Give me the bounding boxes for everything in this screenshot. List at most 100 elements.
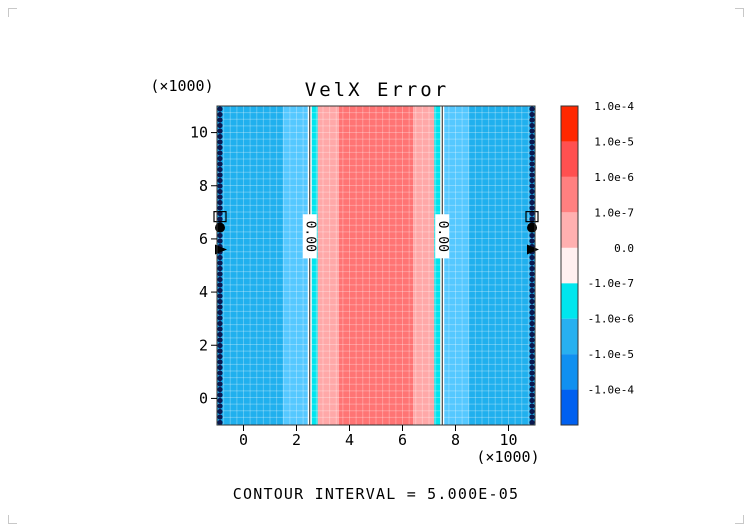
boundary-dot — [529, 353, 535, 360]
boundary-dot — [529, 276, 535, 283]
boundary-dot — [529, 397, 535, 404]
colorbar-swatch-0 — [561, 389, 578, 425]
boundary-dot — [529, 150, 535, 156]
boundary-dot — [217, 265, 223, 272]
boundary-dot — [529, 386, 535, 393]
boundary-dot — [217, 199, 223, 206]
boundary-dot — [217, 359, 223, 365]
boundary-dot — [529, 309, 535, 316]
colorbar-label: -1.0e-7 — [588, 277, 634, 290]
contour-label-0: 0.00 — [302, 221, 317, 252]
colorbar-swatch-7 — [561, 141, 578, 177]
boundary-dot — [217, 392, 223, 398]
boundary-dot — [217, 139, 223, 145]
boundary-dot — [529, 205, 535, 211]
plot-area: 0.00 0.00 — [213, 105, 539, 426]
colorbar-swatch-8 — [561, 106, 578, 142]
boundary-dot — [529, 298, 535, 305]
y-axis: 0 2 4 6 8 10 — [190, 124, 217, 407]
x-tick-label: 8 — [451, 431, 460, 449]
colorbar-label: 1.0e-7 — [594, 206, 634, 219]
boundary-dot — [529, 392, 535, 398]
boundary-dot — [217, 298, 223, 305]
plot-frame — [216, 105, 536, 426]
boundary-dot — [217, 331, 223, 338]
boundary-dot — [217, 172, 223, 178]
colorbar-frame — [560, 105, 579, 426]
boundary-dot — [529, 403, 535, 409]
boundary-dot — [217, 364, 223, 371]
x-tick-label: 0 — [239, 431, 248, 449]
boundary-dot — [217, 106, 223, 112]
contour-interval-footer: CONTOUR INTERVAL = 5.000E-05 — [233, 485, 519, 503]
boundary-dot — [529, 370, 535, 376]
contour-label-1: 0.00 — [435, 221, 450, 252]
boundary-dot — [529, 106, 535, 112]
boundary-dot — [529, 293, 535, 299]
boundary-dot — [529, 331, 535, 338]
boundary-dot — [529, 337, 535, 343]
boundary-dot — [217, 293, 223, 299]
boundary-dot — [217, 381, 223, 387]
boundary-dot — [529, 133, 535, 140]
contour-label-bg-1 — [435, 214, 450, 259]
crop-mark-bottom-right — [735, 515, 744, 524]
boundary-glyph-1 — [525, 211, 539, 223]
x-tick-label: 6 — [398, 431, 407, 449]
x-tick-label: 2 — [292, 431, 301, 449]
boundary-dot — [529, 364, 535, 371]
boundary-dot — [529, 177, 535, 184]
boundary-dot — [217, 304, 223, 310]
color-band-5 — [413, 106, 435, 425]
boundary-dot — [529, 232, 535, 239]
boundary-dot — [217, 287, 223, 294]
colorbar: -1.0e-4 -1.0e-5 -1.0e-6 -1.0e-7 0.0 1.0e-7 1.0… — [560, 100, 635, 426]
boundary-dot — [217, 128, 223, 134]
boundary-dot — [529, 348, 535, 354]
boundary-dot — [529, 183, 535, 189]
boundary-dot — [529, 326, 535, 332]
boundary-dot — [529, 342, 535, 349]
boundary-dot — [217, 386, 223, 393]
boundary-dot — [529, 375, 535, 382]
boundary-dot — [217, 337, 223, 343]
boundary-dot — [217, 133, 223, 140]
boundary-dot — [217, 188, 223, 195]
boundary-dot — [529, 216, 535, 222]
color-band-4 — [338, 106, 414, 425]
colorbar-swatch-4 — [561, 247, 578, 284]
color-band-6 — [434, 106, 443, 425]
boundary-dot — [529, 188, 535, 195]
y-tick-label: 2 — [199, 336, 208, 354]
colorbar-swatch-5 — [561, 212, 578, 248]
colorbar-label: -1.0e-4 — [588, 384, 635, 397]
boundary-dot — [529, 122, 535, 129]
boundary-dot — [529, 238, 535, 244]
boundary-dot — [217, 260, 223, 266]
boundary-dot — [217, 370, 223, 376]
boundary-dot — [217, 117, 223, 123]
boundary-dot — [217, 375, 223, 382]
boundary-dot — [217, 309, 223, 316]
color-band-8 — [468, 106, 535, 425]
boundary-arrow-1 — [527, 244, 539, 255]
boundary-dot — [529, 419, 535, 426]
boundary-dot — [529, 117, 535, 123]
color-band-0 — [217, 106, 284, 425]
boundary-dot — [529, 408, 535, 415]
colorbar-swatch-2 — [561, 318, 578, 355]
boundary-dot — [529, 260, 535, 266]
colorbar-label: 1.0e-5 — [594, 135, 634, 148]
boundary-dot — [217, 353, 223, 360]
boundary-dot — [217, 254, 223, 261]
contour-label-bg-0 — [302, 214, 317, 259]
boundary-dot — [217, 282, 223, 288]
boundary-arrow-0 — [215, 244, 227, 255]
boundary-dot — [217, 320, 223, 327]
boundary-dot — [529, 194, 535, 200]
crop-mark-top-right — [735, 8, 744, 17]
boundary-dot — [529, 199, 535, 206]
boundary-dot — [529, 139, 535, 145]
boundary-dot — [217, 419, 223, 426]
y-scale-label: (×1000) — [150, 77, 213, 95]
